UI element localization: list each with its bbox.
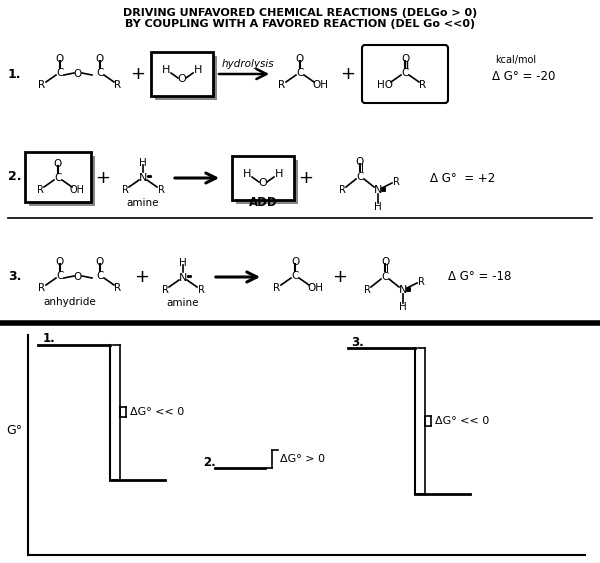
- Text: R: R: [38, 283, 46, 293]
- Text: 2.: 2.: [203, 455, 216, 468]
- Text: amine: amine: [127, 198, 159, 208]
- Text: 3.: 3.: [8, 270, 22, 284]
- Text: +: +: [341, 65, 355, 83]
- Bar: [151, 52, 213, 96]
- Text: O: O: [259, 178, 268, 188]
- Bar: [155, 56, 217, 100]
- Text: amine: amine: [167, 298, 199, 308]
- Text: hydrolysis: hydrolysis: [221, 59, 274, 69]
- Text: R: R: [38, 80, 46, 90]
- Text: H: H: [243, 169, 251, 179]
- Text: N: N: [179, 273, 187, 283]
- Text: O: O: [96, 257, 104, 267]
- Text: O: O: [381, 257, 389, 267]
- Bar: [29, 156, 95, 206]
- Text: H: H: [275, 169, 283, 179]
- Text: R: R: [197, 285, 205, 295]
- Text: C: C: [56, 271, 64, 281]
- Text: O: O: [56, 257, 64, 267]
- Text: ΔG° > 0: ΔG° > 0: [280, 454, 325, 464]
- Text: HO: HO: [377, 80, 393, 90]
- Text: ADD: ADD: [248, 196, 277, 209]
- Text: R: R: [158, 185, 164, 195]
- Text: C: C: [382, 272, 389, 282]
- Text: R: R: [364, 285, 370, 295]
- Text: +: +: [95, 169, 110, 187]
- Text: +: +: [134, 268, 149, 286]
- Text: C: C: [292, 271, 299, 281]
- Text: R: R: [161, 285, 169, 295]
- Text: N: N: [374, 185, 382, 195]
- Text: C: C: [296, 68, 304, 78]
- Text: ΔG° << 0: ΔG° << 0: [435, 416, 489, 426]
- Text: Δ G°  = +2: Δ G° = +2: [430, 172, 495, 185]
- Text: R: R: [37, 185, 43, 195]
- Bar: [25, 152, 91, 202]
- Text: O: O: [56, 54, 64, 64]
- Text: R: R: [278, 80, 286, 90]
- Bar: [232, 156, 294, 200]
- Text: O: O: [178, 74, 187, 84]
- Text: H: H: [162, 65, 170, 75]
- Text: G°: G°: [6, 423, 22, 436]
- FancyBboxPatch shape: [362, 45, 448, 103]
- Text: C: C: [56, 68, 64, 78]
- Text: kcal/mol: kcal/mol: [495, 55, 536, 65]
- Text: R: R: [115, 283, 122, 293]
- Text: H: H: [399, 302, 407, 312]
- Text: 1.: 1.: [43, 333, 56, 346]
- Text: BY COUPLING WITH A FAVORED REACTION (DEL Go <<0): BY COUPLING WITH A FAVORED REACTION (DEL…: [125, 19, 475, 29]
- Text: Δ G° = -18: Δ G° = -18: [448, 270, 511, 284]
- Text: N: N: [399, 285, 407, 295]
- Bar: [236, 160, 298, 204]
- Text: C: C: [55, 173, 62, 183]
- Text: +: +: [332, 268, 347, 286]
- Text: C: C: [401, 68, 409, 78]
- Text: Δ G° = -20: Δ G° = -20: [492, 70, 556, 83]
- Text: O: O: [54, 159, 62, 169]
- Text: 2.: 2.: [8, 171, 22, 184]
- Text: R: R: [274, 283, 281, 293]
- Text: OH: OH: [312, 80, 328, 90]
- Text: +: +: [299, 169, 314, 187]
- Text: H: H: [139, 158, 147, 168]
- Text: DRIVING UNFAVORED CHEMICAL REACTIONS (DELGo > 0): DRIVING UNFAVORED CHEMICAL REACTIONS (DE…: [123, 8, 477, 18]
- Text: O: O: [296, 54, 304, 64]
- Text: R: R: [338, 185, 346, 195]
- Text: R: R: [418, 277, 424, 287]
- Text: R: R: [122, 185, 128, 195]
- Text: O: O: [74, 272, 82, 282]
- Text: H: H: [374, 202, 382, 212]
- Text: H: H: [194, 65, 202, 75]
- Text: +: +: [131, 65, 146, 83]
- Text: C: C: [97, 271, 104, 281]
- Text: 3.: 3.: [351, 336, 364, 348]
- Text: O: O: [74, 69, 82, 79]
- Text: N: N: [139, 173, 147, 183]
- Text: ΔG° << 0: ΔG° << 0: [130, 407, 184, 417]
- Text: OH: OH: [70, 185, 85, 195]
- Text: O: O: [356, 157, 364, 167]
- Text: O: O: [401, 54, 409, 64]
- Text: O: O: [291, 257, 299, 267]
- Text: OH: OH: [307, 283, 323, 293]
- Text: 1.: 1.: [8, 68, 22, 81]
- Text: C: C: [356, 172, 364, 182]
- Text: R: R: [419, 80, 427, 90]
- Text: R: R: [392, 177, 400, 187]
- Text: O: O: [96, 54, 104, 64]
- Text: R: R: [115, 80, 122, 90]
- Text: anhydride: anhydride: [44, 297, 97, 307]
- Text: C: C: [97, 68, 104, 78]
- Text: H: H: [179, 258, 187, 268]
